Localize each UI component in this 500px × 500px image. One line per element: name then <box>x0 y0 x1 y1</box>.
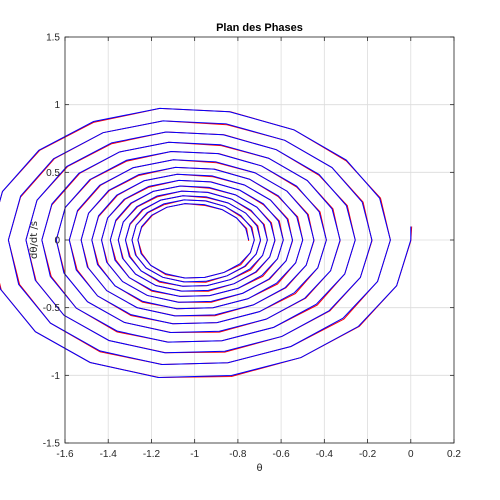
y-tick-label: -0.5 <box>43 303 61 314</box>
y-tick-label: 1 <box>54 100 60 111</box>
phase-curve-red <box>0 108 412 377</box>
y-tick-label: 0.5 <box>46 168 60 179</box>
x-tick-label: -1.6 <box>56 449 74 460</box>
x-tick-label: -0.4 <box>316 449 334 460</box>
curve-layer <box>0 108 412 377</box>
chart-title: Plan des Phases <box>216 22 303 34</box>
grid <box>65 37 454 443</box>
x-tick-label: 0.2 <box>447 449 461 460</box>
y-axis-label: dθ/dt /s <box>29 221 40 259</box>
x-tick-label: -0.6 <box>272 449 290 460</box>
phase-curve-blue <box>0 108 411 377</box>
x-tick-label: -0.8 <box>229 449 247 460</box>
y-tick-label: 1.5 <box>46 33 60 44</box>
x-tick-label: 0 <box>408 449 414 460</box>
x-tick-label: -0.2 <box>359 449 377 460</box>
x-tick-label: -1.4 <box>100 449 118 460</box>
x-tick-label: -1 <box>190 449 199 460</box>
y-tick-label: -1 <box>51 371 60 382</box>
x-axis-label: θ <box>256 463 262 474</box>
x-tick-label: -1.2 <box>143 449 161 460</box>
y-tick-label: -1.5 <box>43 439 61 450</box>
y-tick-label: 0 <box>54 236 60 247</box>
